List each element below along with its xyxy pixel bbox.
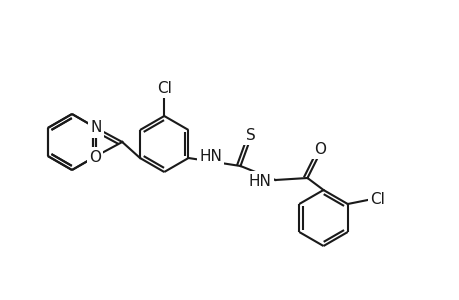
Text: O: O [89, 149, 101, 164]
Text: Cl: Cl [369, 193, 384, 208]
Text: S: S [245, 128, 255, 142]
Text: HN: HN [199, 148, 221, 164]
Text: N: N [90, 121, 102, 136]
Text: O: O [314, 142, 326, 157]
Text: HN: HN [248, 173, 271, 188]
Text: N: N [90, 119, 102, 134]
Text: Cl: Cl [157, 80, 171, 95]
